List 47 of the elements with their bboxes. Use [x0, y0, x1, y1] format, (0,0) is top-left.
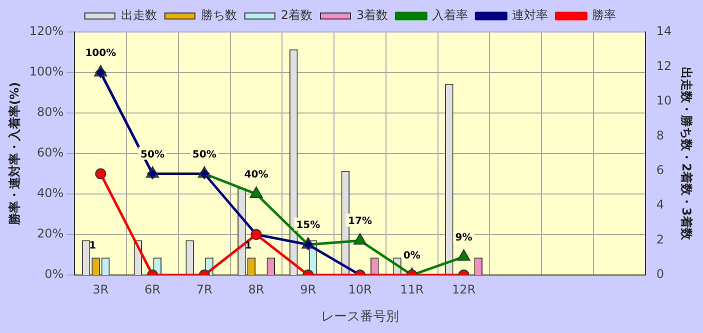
annotation: 1	[89, 240, 96, 252]
y-tick-label: 0%	[44, 267, 64, 282]
data-label: 17%	[348, 216, 372, 228]
x-tick-label: 8R	[248, 282, 264, 296]
x-tick-label: 6R	[144, 282, 161, 296]
legend-label: 3着数	[356, 8, 388, 22]
data-label: 50%	[192, 149, 216, 160]
x-tick-label: 11R	[400, 282, 424, 296]
y2-tick-label: 8	[656, 128, 664, 142]
data-label: 100%	[85, 48, 116, 60]
x-tick-label: 3R	[92, 282, 109, 296]
y-axis-title: 勝率・連対率・入着率(%)	[7, 82, 22, 226]
legend-label: 勝率	[592, 8, 616, 22]
point	[457, 249, 470, 261]
x-tick-label: 12R	[452, 282, 476, 296]
point	[250, 186, 263, 198]
data-label: 9%	[455, 232, 472, 244]
data-label: 0%	[403, 250, 420, 262]
y2-tick-label: 12	[656, 58, 672, 73]
x-tick-label: 7R	[196, 282, 212, 296]
point	[353, 233, 367, 245]
y2-tick-label: 2	[656, 232, 664, 246]
y-tick-label: 20%	[37, 226, 64, 241]
y2-tick-label: 10	[656, 94, 672, 108]
y2-axis-title: 出走数・勝ち数・2着数・3着数	[680, 67, 694, 241]
legend-label: 2着数	[280, 8, 313, 22]
x-tick-label: 10R	[348, 282, 372, 296]
x-tick-label: 9R	[300, 282, 316, 296]
legend-label: 連対率	[512, 8, 548, 22]
data-label: 15%	[296, 220, 320, 232]
legend-label: 入着率	[432, 8, 468, 22]
legend-label: 出走数	[120, 8, 157, 22]
data-label: 40%	[244, 170, 268, 181]
y-tick-label: 40%	[37, 186, 64, 200]
y-tick-label: 60%	[37, 146, 64, 160]
y2-tick-label: 6	[656, 162, 664, 177]
x-axis-title: レース番号別	[321, 310, 400, 325]
y-tick-label: 120%	[29, 24, 64, 38]
annotation: 1	[244, 240, 252, 252]
y2-tick-label: 4	[656, 198, 664, 212]
y2-tick-label: 0	[656, 267, 664, 282]
y-tick-label: 100%	[29, 64, 64, 79]
point	[95, 168, 106, 180]
y-tick-label: 80%	[37, 105, 64, 120]
data-label: 50%	[140, 149, 164, 160]
y2-tick-label: 14	[656, 24, 672, 38]
legend-label: 勝ち数	[200, 8, 237, 22]
